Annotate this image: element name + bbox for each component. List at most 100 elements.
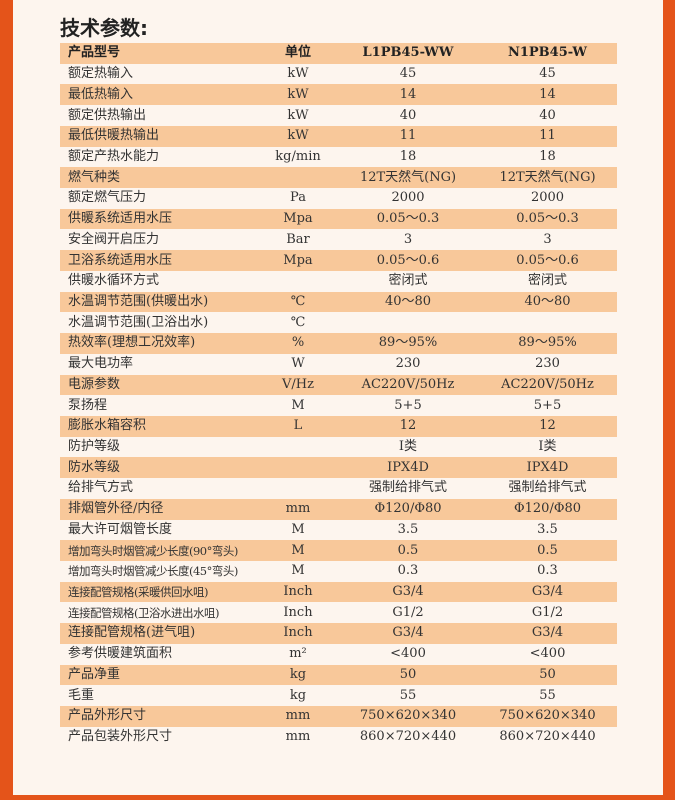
- param-name: 连接配管规格(进气咀): [60, 623, 258, 644]
- table-row: 供暖水循环方式 密闭式 密闭式: [60, 271, 617, 292]
- param-unit: [258, 167, 338, 189]
- value-model-2: 18: [539, 148, 556, 164]
- header-model-2: N1PB45-W: [478, 43, 617, 64]
- value-model-2: [478, 312, 617, 333]
- value-model-2: 5+5: [533, 397, 562, 413]
- value-model-2: 密闭式: [527, 273, 567, 289]
- param-unit: mm: [258, 706, 338, 727]
- param-unit: [258, 457, 338, 479]
- param-name: 热效率(理想工况效率): [60, 333, 258, 354]
- param-unit: ℃: [290, 314, 306, 330]
- param-name: 连接配管规格(采暖供回水咀): [60, 581, 258, 603]
- table-row: 最低供暖热输出 kW 11 11: [60, 125, 617, 147]
- value-model-1: 230: [395, 356, 421, 372]
- value-model-2: Φ120/Φ80: [478, 498, 617, 520]
- param-unit: kg: [289, 687, 307, 703]
- param-name: 参考供暖建筑面积: [68, 646, 173, 662]
- value-model-1: 55: [399, 687, 417, 703]
- value-model-1: 0.3: [397, 563, 419, 579]
- value-model-2: 750×620×340: [478, 706, 617, 727]
- table-row: 产品净重 kg 50 50: [60, 664, 617, 686]
- value-model-2: 12T天然气(NG): [478, 167, 617, 189]
- param-unit: mm: [258, 498, 338, 520]
- table-row: 额定燃气压力 Pa 2000 2000: [60, 188, 617, 209]
- value-model-1: 11: [338, 125, 478, 147]
- param-unit: M: [258, 540, 338, 561]
- param-name: 最低热输入: [60, 84, 258, 106]
- table-row: 额定供热输出 kW 40 40: [60, 105, 617, 126]
- param-name: 供暖水循环方式: [68, 273, 160, 289]
- table-row: 最大许可烟管长度 M 3.5 3.5: [60, 520, 617, 541]
- value-model-2: 55: [539, 687, 556, 703]
- param-name: 电源参数: [60, 374, 258, 396]
- value-model-2: 40～80: [478, 291, 617, 313]
- header-model: 产品型号: [60, 43, 258, 64]
- param-unit: [258, 478, 338, 499]
- param-name: 连接配管规格(卫浴水进出水咀): [68, 605, 219, 620]
- param-unit: ℃: [258, 291, 338, 313]
- table-row: 增加弯头时烟管减少长度(45°弯头) M 0.3 0.3: [60, 561, 617, 582]
- value-model-2: IPX4D: [478, 457, 617, 479]
- value-model-1: <400: [390, 646, 426, 662]
- value-model-1: 3.5: [397, 521, 419, 537]
- value-model-2: 强制给排气式: [508, 480, 587, 496]
- value-model-1: 3: [403, 231, 413, 247]
- value-model-1: 密闭式: [388, 273, 428, 289]
- param-name: 最大电功率: [68, 356, 134, 372]
- param-unit: L: [258, 415, 338, 437]
- param-unit: M: [291, 521, 305, 537]
- param-name: 卫浴系统适用水压: [60, 250, 258, 271]
- table-row: 产品包装外形尺寸 mm 860×720×440 860×720×440: [60, 727, 617, 748]
- value-model-1: 750×620×340: [338, 706, 478, 727]
- spec-table: 产品型号 单位 L1PB45-WW N1PB45-W 额定热输入 kW 45 45 最低…: [60, 43, 617, 747]
- value-model-2: G3/4: [478, 581, 617, 603]
- table-row: 防护等级 I类 I类: [60, 437, 617, 458]
- value-model-2: G3/4: [478, 623, 617, 644]
- table-row: 排烟管外径/内径 mm Φ120/Φ80 Φ120/Φ80: [60, 498, 617, 520]
- param-name: 增加弯头时烟管减少长度(90°弯头): [60, 540, 258, 561]
- table-row: 最低热输入 kW 14 14: [60, 84, 617, 106]
- param-name: 额定热输入: [68, 66, 134, 82]
- value-model-2: 40: [539, 107, 556, 123]
- param-name: 产品外形尺寸: [60, 706, 258, 727]
- param-name: 燃气种类: [60, 167, 258, 189]
- param-unit: mm: [285, 729, 311, 745]
- value-model-1: 14: [338, 84, 478, 106]
- param-unit: kW: [287, 66, 309, 82]
- value-model-2: 0.3: [537, 563, 558, 579]
- param-name: 水温调节范围(供暖出水): [60, 291, 258, 313]
- bottom-border: [13, 795, 663, 800]
- value-model-1: G3/4: [338, 581, 478, 603]
- table-row: 供暖系统适用水压 Mpa 0.05～0.3 0.05～0.3: [60, 208, 617, 230]
- table-row: 燃气种类 12T天然气(NG) 12T天然气(NG): [60, 167, 617, 189]
- param-name: 给排气方式: [68, 480, 134, 496]
- param-unit: kW: [287, 107, 309, 123]
- value-model-2: 0.05～0.3: [478, 208, 617, 230]
- param-name: 最大许可烟管长度: [68, 521, 173, 537]
- value-model-1: Φ120/Φ80: [338, 498, 478, 520]
- value-model-1: 45: [399, 66, 417, 82]
- table-row: 连接配管规格(卫浴水进出水咀) Inch G1/2 G1/2: [60, 602, 617, 623]
- param-name: 防护等级: [68, 439, 121, 455]
- value-model-1: 0.05～0.3: [338, 208, 478, 230]
- table-row: 水温调节范围(卫浴出水) ℃: [60, 312, 617, 333]
- param-unit: M: [291, 397, 305, 413]
- value-model-1: 89～95%: [338, 333, 478, 354]
- param-unit: Inch: [283, 604, 313, 620]
- param-name: 毛重: [68, 687, 95, 703]
- value-model-1: 40: [399, 107, 417, 123]
- value-model-2: 3.5: [537, 521, 558, 537]
- param-name: 额定供热输出: [68, 107, 147, 123]
- param-unit: Mpa: [258, 250, 338, 271]
- value-model-1: AC220V/50Hz: [338, 374, 478, 396]
- table-row: 参考供暖建筑面积 m² <400 <400: [60, 644, 617, 665]
- param-name: 额定燃气压力: [68, 190, 147, 206]
- table-row: 最大电功率 W 230 230: [60, 354, 617, 375]
- param-unit: W: [291, 356, 305, 372]
- table-row: 防水等级 IPX4D IPX4D: [60, 457, 617, 479]
- param-unit: Mpa: [258, 208, 338, 230]
- param-unit: m²: [289, 646, 307, 662]
- value-model-2: 89～95%: [478, 333, 617, 354]
- value-model-1: G1/2: [392, 604, 424, 620]
- param-name: 供暖系统适用水压: [60, 208, 258, 230]
